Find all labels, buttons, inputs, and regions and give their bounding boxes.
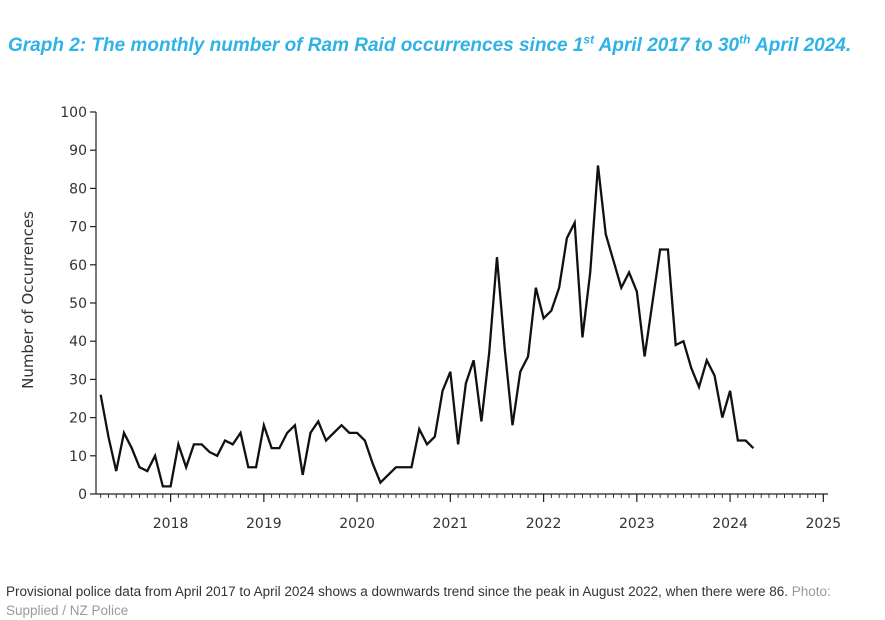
x-tick-label: 2021 — [433, 516, 469, 532]
series-line — [99, 165, 755, 488]
plot-area — [99, 165, 755, 488]
y-tick-label: 50 — [69, 296, 87, 312]
photo-credit: Photo: Supplied / NZ Police — [6, 584, 831, 618]
y-tick-label: 20 — [69, 411, 87, 427]
y-tick-label: 40 — [69, 334, 87, 350]
x-tick-label: 2025 — [806, 516, 842, 532]
y-tick-label: 80 — [69, 181, 87, 197]
x-tick-label: 2023 — [619, 516, 655, 532]
x-tick-label: 2019 — [246, 516, 282, 532]
x-tick-label: 2018 — [153, 516, 189, 532]
y-axis-label: Number of Occurrences — [19, 211, 37, 389]
y-tick-label: 70 — [69, 220, 87, 236]
y-tick-label: 60 — [69, 258, 87, 274]
x-tick-label: 2022 — [526, 516, 562, 532]
y-tick-label: 100 — [60, 105, 87, 121]
caption: Provisional police data from April 2017 … — [6, 582, 876, 620]
caption-text: Provisional police data from April 2017 … — [6, 584, 788, 599]
y-tick-label: 90 — [69, 143, 87, 159]
y-tick-label: 30 — [69, 372, 87, 388]
x-tick-label: 2020 — [339, 516, 375, 532]
x-tick-label: 2024 — [712, 516, 748, 532]
y-tick-label: 10 — [69, 449, 87, 465]
y-tick-label: 0 — [78, 487, 87, 503]
axes: 0 10 20 30 40 50 60 70 80 90 100 2018 2019 2020 2021 20… — [60, 105, 841, 532]
chart-title: Graph 2: The monthly number of Ram Raid … — [8, 32, 852, 56]
